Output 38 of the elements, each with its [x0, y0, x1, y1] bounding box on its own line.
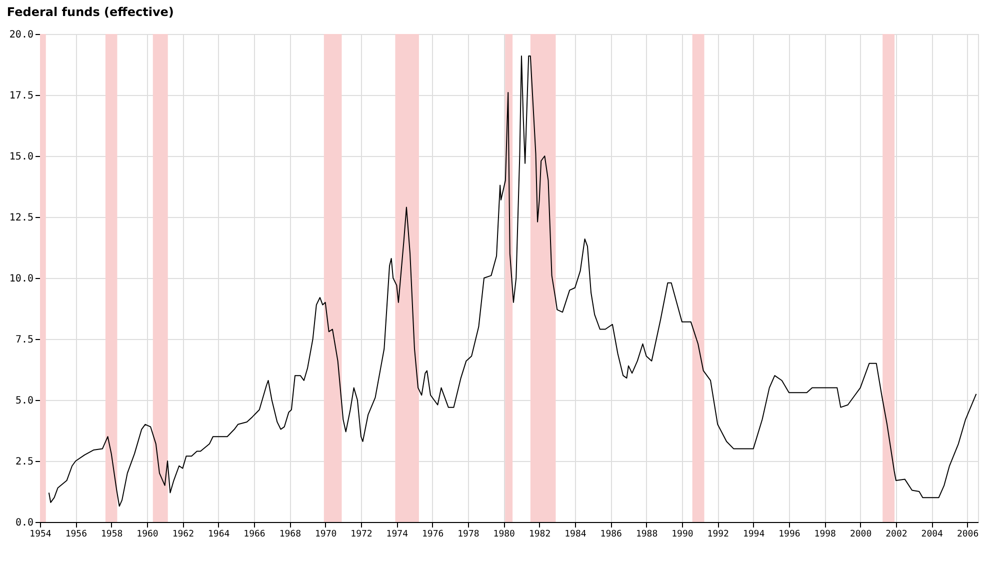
x-tick-label: 1978 — [458, 530, 480, 540]
x-tick-label: 2004 — [921, 530, 943, 540]
x-tick-label: 1956 — [65, 530, 88, 540]
x-tick-label: 1984 — [564, 530, 586, 540]
x-tick-label: 1988 — [636, 530, 658, 540]
chart-title: Federal funds (effective) — [6, 5, 174, 19]
y-tick-label: 20.0 — [9, 30, 34, 40]
x-tick-label: 1962 — [172, 530, 194, 540]
x-tick-label: 1994 — [742, 530, 765, 540]
x-tick-label: 1992 — [707, 530, 729, 540]
y-tick-label: 17.5 — [9, 90, 34, 102]
y-tick-label: 5.0 — [15, 396, 34, 406]
x-tick-label: 1964 — [208, 530, 230, 540]
x-tick-label: 1970 — [314, 530, 337, 540]
x-tick-label: 1990 — [672, 530, 694, 540]
x-tick-label: 1954 — [30, 530, 52, 540]
y-tick-label: 0.0 — [15, 518, 34, 528]
line-series — [48, 55, 977, 507]
y-tick-label: 2.5 — [15, 456, 34, 468]
x-tick-label: 1974 — [386, 530, 408, 540]
y-tick-label: 15.0 — [9, 152, 34, 162]
x-tick-label: 1980 — [493, 530, 515, 540]
x-tick-label: 2002 — [886, 530, 908, 540]
x-tick-label: 1960 — [136, 530, 158, 540]
y-tick-label: 7.5 — [15, 334, 34, 346]
x-tick-label: 1968 — [279, 530, 301, 540]
x-tick-label: 2006 — [956, 530, 979, 540]
y-tick-label: 10.0 — [9, 274, 34, 284]
x-tick-label: 1976 — [422, 530, 444, 540]
y-tick-label: 12.5 — [9, 212, 34, 224]
x-tick-label: 1986 — [600, 530, 622, 540]
x-tick-label: 1958 — [100, 530, 123, 540]
x-tick-label: 1998 — [814, 530, 836, 540]
x-tick-label: 1966 — [244, 530, 266, 540]
x-tick-label: 2000 — [850, 530, 872, 540]
x-tick-label: 1996 — [778, 530, 800, 540]
x-tick-label: 1982 — [528, 530, 551, 540]
x-tick-label: 1972 — [350, 530, 372, 540]
